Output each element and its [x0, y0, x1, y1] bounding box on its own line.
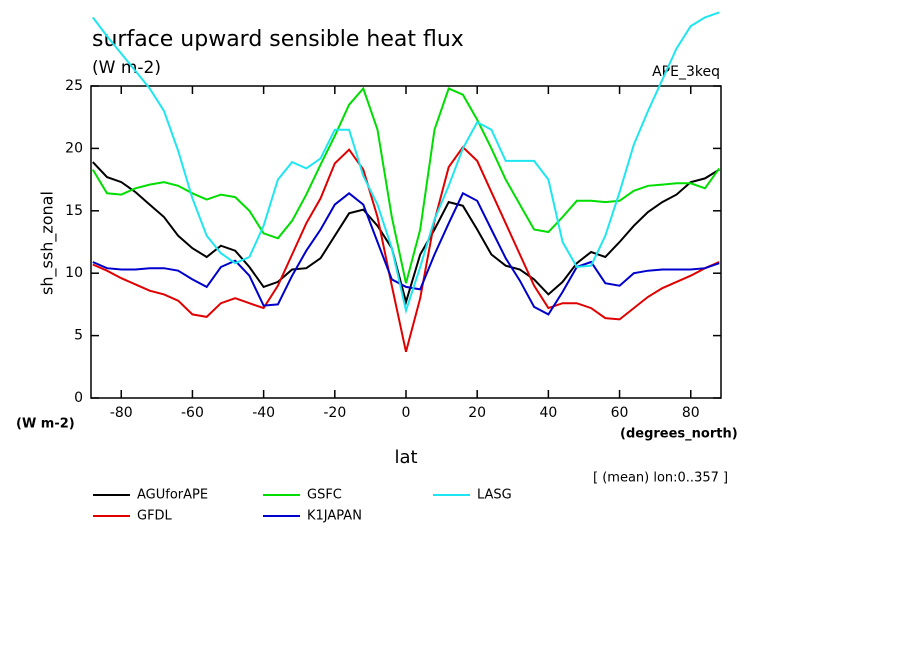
chart-subtitle: (W m-2)	[92, 58, 161, 78]
annotation: APE_3keq	[652, 64, 720, 80]
legend-label: LASG	[477, 488, 512, 503]
legend-label: GFDL	[137, 509, 173, 524]
x-tick-label: 0	[402, 405, 411, 421]
x-tick-label: -60	[181, 405, 204, 421]
x-tick-label: -40	[252, 405, 275, 421]
x-tick-label: 40	[539, 405, 557, 421]
x-tick-label: 60	[611, 405, 629, 421]
y-tick-label: 25	[65, 78, 83, 94]
y-tick-label: 0	[74, 390, 83, 406]
chart-title: surface upward sensible heat flux	[92, 27, 464, 52]
x-tick-label: 80	[682, 405, 700, 421]
legend-label: AGUforAPE	[137, 488, 208, 503]
y-axis-label: sh_ssh_zonal	[38, 191, 58, 295]
x-axis-label: lat	[394, 447, 417, 468]
x-units: (degrees_north)	[620, 427, 738, 442]
legend-label: K1JAPAN	[307, 509, 362, 524]
data-line	[91, 86, 721, 284]
y-tick-label: 5	[74, 328, 83, 344]
x-tick-label: -80	[110, 405, 133, 421]
data-line	[92, 191, 720, 316]
y-units: (W m-2)	[16, 417, 75, 432]
x-tick-label: -20	[323, 405, 346, 421]
data-line	[92, 145, 720, 353]
data-line	[92, 161, 720, 306]
legend-label: GSFC	[307, 488, 342, 503]
data-line	[92, 11, 720, 315]
y-tick-label: 15	[65, 203, 83, 219]
note: [ (mean) lon:0..357 ]	[593, 471, 728, 486]
y-tick-label: 20	[65, 140, 83, 156]
x-tick-label: 20	[468, 405, 486, 421]
y-tick-label: 10	[65, 265, 83, 281]
